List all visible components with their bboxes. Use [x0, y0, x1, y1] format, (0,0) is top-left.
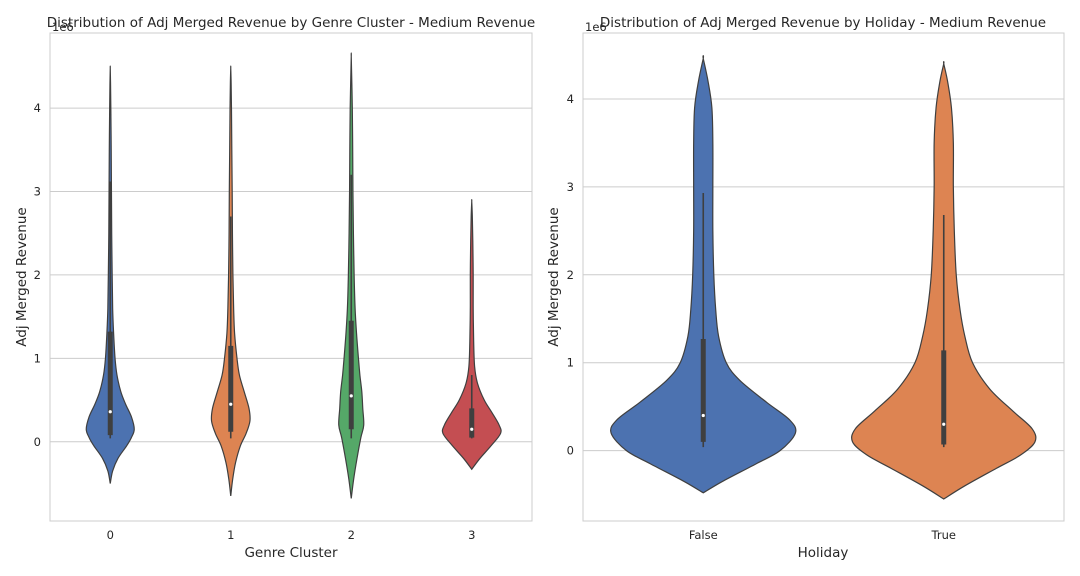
y-offset-label: 1e6 — [52, 20, 74, 34]
x-tick-label: 3 — [468, 528, 475, 542]
y-tick-label: 0 — [34, 435, 41, 449]
y-tick-label: 2 — [567, 268, 574, 282]
y-tick-label: 3 — [34, 184, 41, 198]
y-tick-label: 4 — [34, 101, 41, 115]
y-tick-label: 0 — [567, 444, 574, 458]
holiday-violin-chart: Distribution of Adj Merged Revenue by Ho… — [546, 15, 1065, 561]
x-axis-label: Genre Cluster — [244, 545, 338, 561]
y-offset-label: 1e6 — [585, 20, 607, 34]
chart-title: Distribution of Adj Merged Revenue by Ge… — [47, 15, 536, 31]
median-marker — [942, 422, 946, 426]
x-axis-label: Holiday — [798, 545, 849, 561]
y-tick-label: 2 — [34, 268, 41, 282]
x-tick-label: 0 — [107, 528, 114, 542]
y-tick-label: 4 — [567, 92, 574, 106]
chart-title: Distribution of Adj Merged Revenue by Ho… — [600, 15, 1046, 31]
median-marker — [229, 402, 233, 406]
y-tick-label: 3 — [567, 180, 574, 194]
genre-cluster-violin-chart: Distribution of Adj Merged Revenue by Ge… — [14, 15, 535, 561]
x-tick-label: 1 — [227, 528, 234, 542]
median-marker — [470, 427, 474, 431]
y-tick-label: 1 — [34, 351, 41, 365]
x-tick-label: False — [689, 528, 718, 542]
y-axis-label: Adj Merged Revenue — [546, 207, 562, 346]
median-marker — [108, 410, 112, 414]
median-marker — [701, 413, 705, 418]
plot-frame — [582, 32, 1065, 522]
plot-frame — [49, 32, 533, 522]
y-tick-label: 1 — [567, 356, 574, 370]
violin-3 — [441, 199, 502, 471]
y-axis-label: Adj Merged Revenue — [14, 207, 30, 346]
x-tick-label: True — [931, 528, 956, 542]
x-tick-label: 2 — [348, 528, 355, 542]
median-marker — [349, 394, 353, 398]
